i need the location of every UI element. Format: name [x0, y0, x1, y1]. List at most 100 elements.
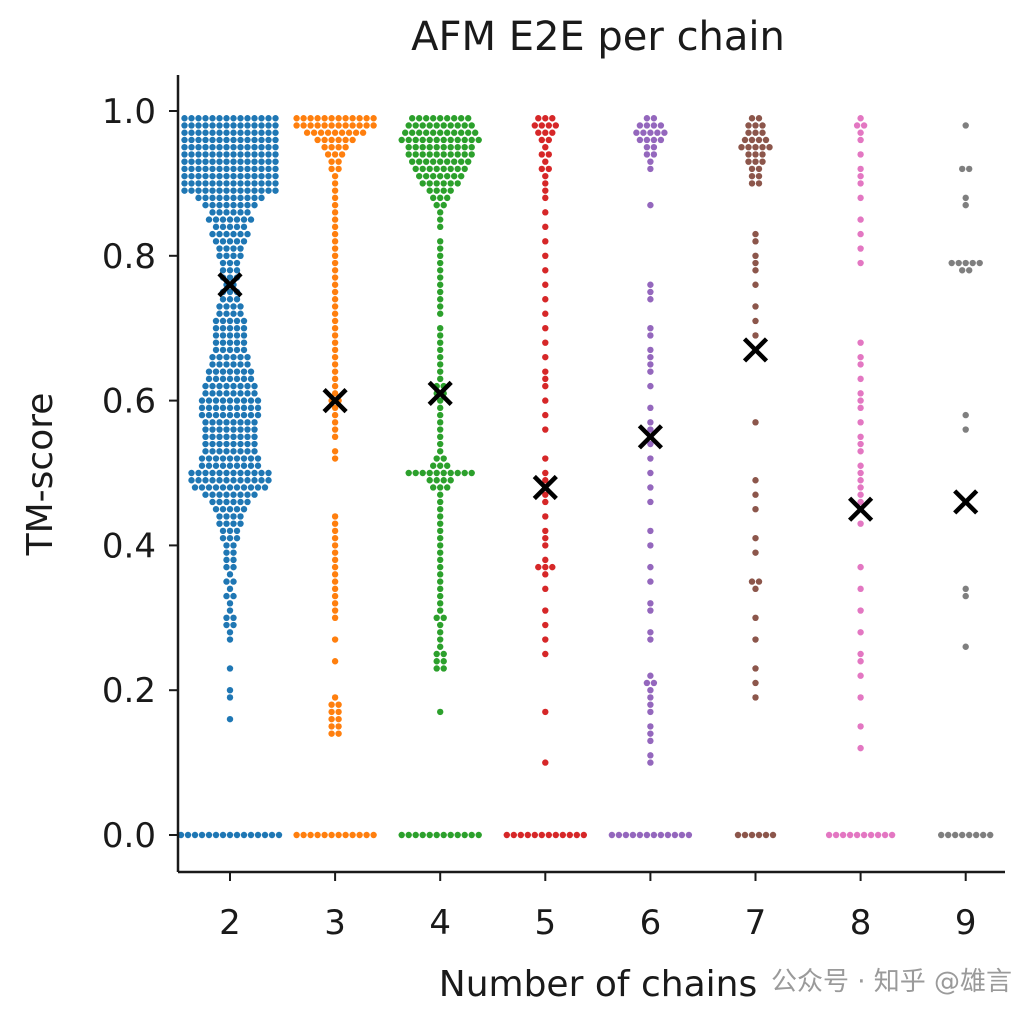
- data-point: [240, 462, 248, 469]
- data-point: [423, 115, 430, 122]
- data-point: [219, 534, 227, 542]
- data-point: [857, 404, 864, 412]
- data-point: [251, 419, 258, 426]
- data-point: [752, 252, 759, 259]
- data-point: [258, 158, 265, 165]
- data-point: [240, 455, 248, 462]
- data-point: [447, 136, 454, 144]
- data-point: [254, 411, 262, 419]
- data-point: [468, 122, 475, 129]
- mean-marker: [637, 424, 663, 450]
- data-point: [251, 433, 258, 440]
- data-point: [181, 180, 188, 187]
- data-point: [342, 136, 349, 144]
- data-point: [437, 281, 444, 288]
- data-point: [237, 201, 244, 209]
- data-point: [233, 534, 241, 542]
- data-point: [216, 129, 223, 136]
- data-point: [542, 556, 549, 564]
- data-point: [647, 636, 654, 643]
- data-point: [219, 296, 227, 303]
- data-point: [258, 144, 265, 151]
- data-point: [226, 216, 234, 223]
- zero-point: [226, 831, 234, 839]
- data-point: [230, 498, 237, 506]
- data-point: [209, 201, 216, 209]
- data-point: [209, 194, 216, 202]
- data-point: [251, 448, 258, 455]
- data-point: [433, 180, 440, 187]
- data-point: [195, 115, 202, 122]
- data-point: [244, 129, 251, 136]
- data-point: [643, 144, 651, 151]
- data-point: [416, 115, 423, 122]
- data-point: [251, 129, 258, 136]
- data-point: [244, 209, 251, 216]
- data-point: [409, 158, 416, 165]
- data-point: [216, 209, 223, 216]
- data-point: [226, 375, 234, 383]
- data-point: [247, 375, 255, 383]
- data-point: [857, 491, 864, 498]
- data-point: [226, 527, 234, 535]
- data-point: [202, 187, 209, 194]
- x-tick-label: 9: [955, 903, 977, 943]
- data-point: [454, 144, 461, 151]
- data-point: [437, 209, 444, 216]
- data-point: [437, 252, 444, 259]
- data-point: [240, 346, 248, 354]
- data-point: [647, 708, 654, 716]
- data-point: [640, 129, 647, 136]
- data-point: [748, 165, 756, 173]
- data-point: [405, 136, 412, 144]
- zero-point: [966, 831, 973, 839]
- data-point: [226, 267, 234, 274]
- data-point: [440, 614, 447, 621]
- data-point: [230, 549, 237, 556]
- data-point: [258, 477, 265, 484]
- data-point: [230, 433, 237, 440]
- data-point: [752, 694, 759, 701]
- data-point: [244, 469, 251, 477]
- data-point: [542, 455, 549, 462]
- data-point: [857, 448, 864, 455]
- zero-point: [552, 831, 559, 839]
- data-point: [447, 151, 454, 158]
- zero-point: [762, 831, 770, 839]
- data-point: [237, 520, 244, 527]
- data-point: [461, 151, 468, 158]
- data-point: [444, 115, 451, 122]
- data-point: [212, 484, 220, 491]
- zero-point: [440, 831, 447, 839]
- data-point: [233, 332, 241, 339]
- data-point: [962, 259, 969, 267]
- data-point: [258, 194, 265, 202]
- zero-point: [559, 831, 566, 839]
- data-point: [745, 122, 752, 129]
- data-point: [237, 448, 244, 455]
- data-point: [265, 151, 272, 158]
- data-point: [549, 115, 556, 122]
- data-point: [962, 426, 969, 433]
- data-point: [542, 397, 549, 404]
- data-point: [748, 180, 756, 187]
- data-point: [272, 172, 279, 180]
- data-point: [237, 165, 244, 173]
- data-point: [265, 136, 272, 144]
- data-point: [244, 353, 251, 361]
- zero-point: [370, 831, 377, 839]
- data-point: [331, 245, 339, 252]
- data-point: [272, 165, 279, 173]
- data-point: [244, 382, 251, 390]
- data-point: [188, 129, 195, 136]
- data-point: [258, 136, 265, 144]
- data-point: [226, 238, 234, 245]
- zero-point: [356, 831, 363, 839]
- data-point: [857, 259, 864, 267]
- zero-point: [846, 831, 854, 839]
- data-point: [216, 498, 223, 506]
- data-point: [349, 136, 356, 144]
- data-point: [198, 404, 206, 412]
- data-point: [216, 187, 223, 194]
